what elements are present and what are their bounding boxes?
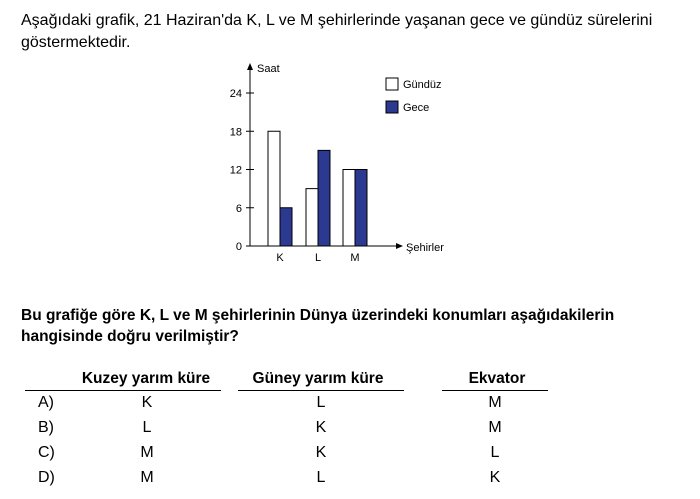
cell-guney: L: [316, 394, 326, 411]
question-text: Bu grafiğe göre K, L ve M şehirlerinin D…: [21, 307, 615, 345]
header-rule-1: [25, 390, 221, 391]
cell-guney: L: [316, 469, 326, 486]
bar-chart: Saat Şehirler 0 6 12 18 24 K L M Gündüz Gece: [230, 63, 444, 264]
cell-ekvator: M: [488, 394, 502, 411]
header-kuzey: Kuzey yarım küre: [81, 370, 211, 387]
y-axis-arrow: [247, 63, 253, 70]
bar-l-gece: [317, 149, 331, 247]
cell-ekvator: L: [490, 444, 500, 461]
x-category-label: M: [350, 252, 359, 264]
y-axis-label: Saat: [257, 63, 280, 75]
bars: [267, 130, 368, 247]
answer-table: Kuzey yarım küre Güney yarım küre Ekvato…: [0, 370, 700, 499]
option-row-c[interactable]: C) M K L: [0, 444, 700, 468]
y-ticks: 0 6 12 18 24: [230, 88, 254, 253]
bar-m-gunduz: [342, 169, 356, 247]
intro-text: Aşağıdaki grafik, 21 Haziran'da K, L ve …: [21, 12, 653, 51]
cell-ekvator: K: [489, 469, 501, 486]
cell-kuzey: M: [140, 444, 154, 461]
x-category-label: K: [276, 252, 284, 264]
y-tick-label: 6: [236, 203, 242, 215]
bar-k-gece: [279, 207, 293, 247]
bar-m-gece: [354, 169, 368, 247]
x-categories: K L M: [276, 252, 359, 264]
option-label: B): [38, 419, 54, 436]
option-label: C): [38, 444, 55, 461]
header-ekvator: Ekvator: [468, 370, 526, 387]
legend-label-gunduz: Gündüz: [403, 79, 442, 91]
bar-k-gunduz: [267, 130, 281, 247]
x-axis-arrow: [396, 243, 403, 249]
legend-label-gece: Gece: [403, 102, 429, 114]
option-row-b[interactable]: B) L K M: [0, 419, 700, 443]
header-rule-2: [238, 390, 404, 391]
option-label: D): [38, 469, 55, 486]
cell-guney: K: [315, 419, 327, 436]
legend-swatch-gunduz: [385, 77, 399, 91]
cell-kuzey: L: [142, 419, 152, 436]
option-row-d[interactable]: D) M L K: [0, 469, 700, 493]
y-tick-label: 24: [230, 88, 242, 100]
header-guney: Güney yarım küre: [252, 370, 384, 387]
x-axis-label: Şehirler: [406, 242, 444, 254]
legend-swatch-gece: [385, 100, 399, 114]
option-row-a[interactable]: A) K L M: [0, 394, 700, 418]
y-tick-label: 12: [230, 165, 242, 177]
cell-kuzey: K: [141, 394, 153, 411]
y-tick-label: 0: [236, 241, 242, 253]
cell-guney: K: [315, 444, 327, 461]
cell-ekvator: M: [488, 419, 502, 436]
header-rule-3: [442, 390, 548, 391]
y-tick-label: 18: [230, 126, 242, 138]
cell-kuzey: M: [140, 469, 154, 486]
option-label: A): [38, 394, 54, 411]
x-category-label: L: [315, 252, 321, 264]
bar-l-gunduz: [305, 188, 319, 247]
